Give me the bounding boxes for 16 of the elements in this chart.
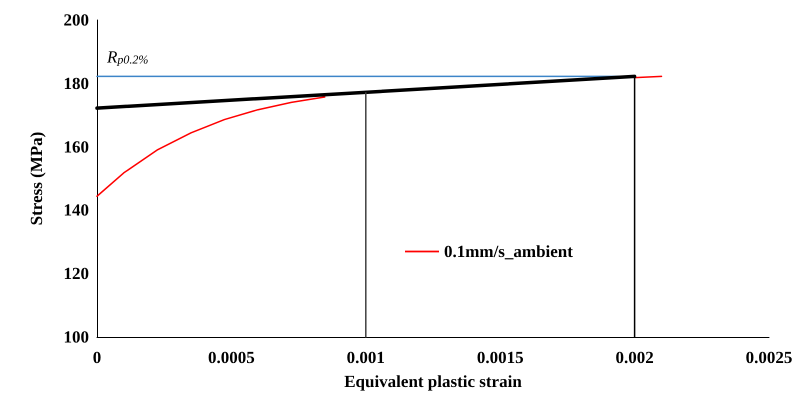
y-tick-label: 200 bbox=[64, 10, 89, 30]
x-tick-label: 0.0015 bbox=[476, 348, 524, 367]
y-tick-label: 140 bbox=[64, 200, 89, 220]
y-tick-label: 100 bbox=[64, 328, 89, 346]
x-tick-label: 0.002 bbox=[615, 348, 654, 367]
x-axis-title: Equivalent plastic strain bbox=[344, 372, 522, 391]
y-axis-title: Stress (MPa) bbox=[27, 132, 46, 226]
x-tick-label: 0.0005 bbox=[208, 348, 255, 367]
legend-label: 0.1mm/s_ambient bbox=[444, 242, 574, 261]
x-tick-label: 0.001 bbox=[346, 348, 385, 367]
y-tick-label: 120 bbox=[64, 264, 89, 284]
x-tick-label: 0 bbox=[92, 348, 102, 367]
y-tick-label: 180 bbox=[64, 74, 89, 93]
x-tick-label: 0.0025 bbox=[746, 348, 792, 367]
y-tick-label: 160 bbox=[64, 137, 89, 156]
annotation: Rp0.2% bbox=[106, 47, 148, 66]
